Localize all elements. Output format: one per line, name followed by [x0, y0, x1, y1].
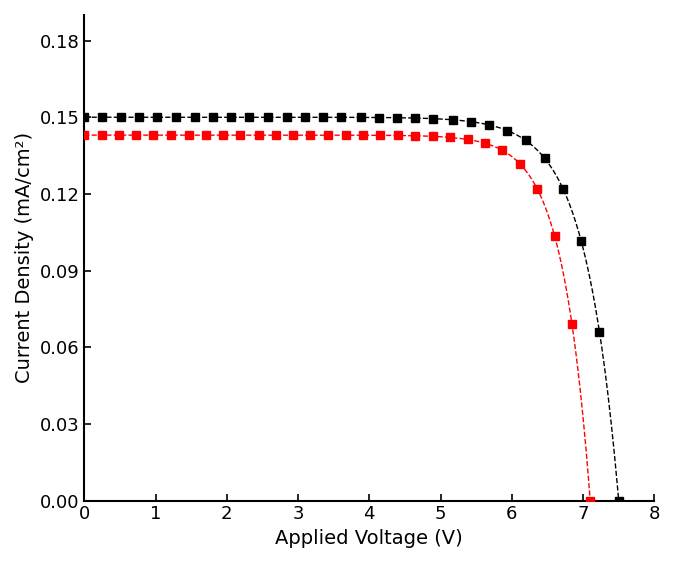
- Y-axis label: Current Density (mA/cm²): Current Density (mA/cm²): [15, 132, 34, 383]
- X-axis label: Applied Voltage (V): Applied Voltage (V): [275, 529, 463, 548]
